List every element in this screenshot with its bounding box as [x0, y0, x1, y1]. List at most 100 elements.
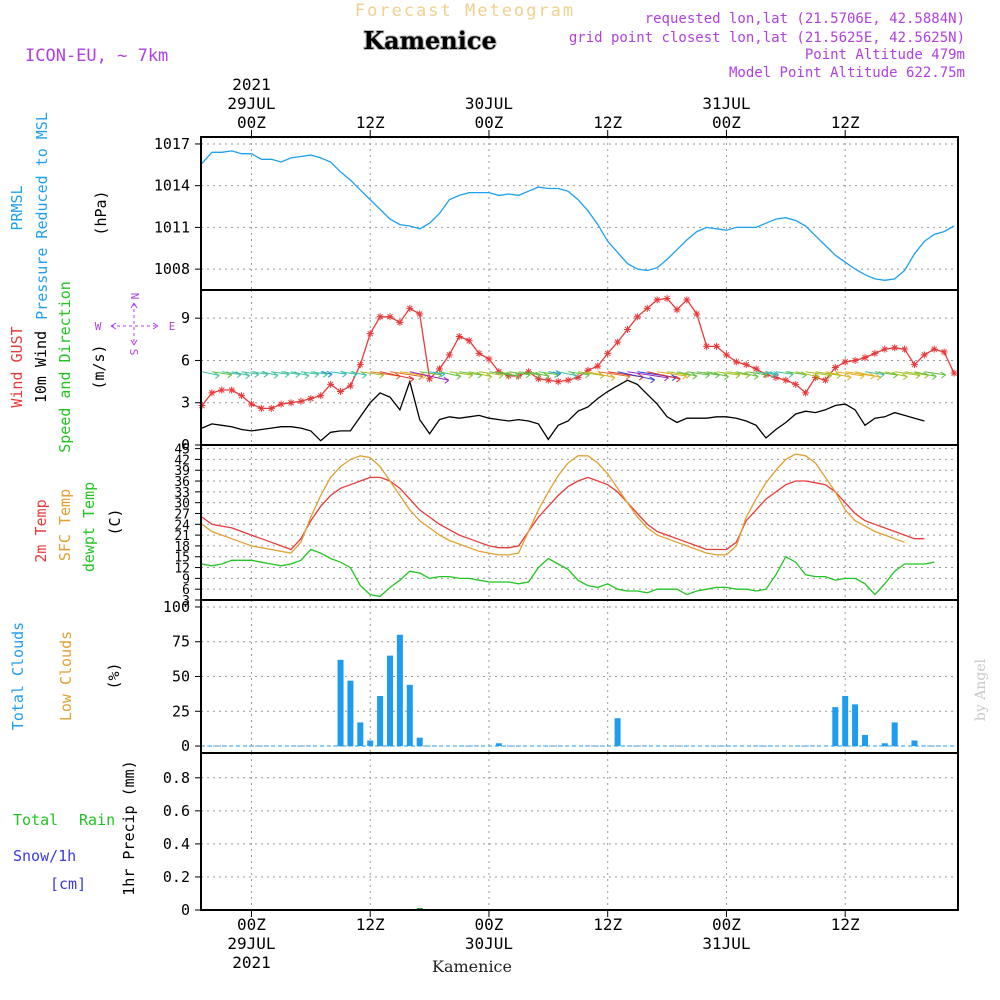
wind-arrow: [429, 371, 445, 375]
t2m-label: 2m Temp: [32, 499, 50, 562]
gust-marker: [891, 344, 899, 352]
compass-e: E: [169, 320, 176, 333]
wind-arrow-head: [272, 371, 279, 379]
gust-marker: [386, 313, 394, 321]
gust-marker: [564, 376, 572, 384]
gust-marker: [732, 358, 740, 366]
gust-marker: [653, 296, 661, 304]
gust-marker: [901, 345, 909, 353]
gust-marker: [435, 365, 443, 373]
series-line-10m-wind: [201, 379, 925, 442]
gust-marker: [396, 318, 404, 326]
model-label: ICON-EU, ~ 7km: [25, 46, 168, 66]
cloud-unit-label: (%): [105, 662, 123, 689]
gust-marker: [327, 380, 335, 388]
wind-arrow-head: [303, 372, 310, 380]
gust-marker: [792, 380, 800, 388]
wind-arrow: [0, 0, 934, 372]
wind-arrow: [696, 371, 720, 376]
precip-panel: 0 0.2 0.4 0.6 0.8: [163, 752, 959, 919]
wind-arrow-head: [902, 373, 908, 381]
requested-coords: requested lon,lat (21.5706E, 42.5884N): [645, 11, 965, 27]
wind-arrow-head: [845, 373, 852, 381]
top-time-label: 00Z: [712, 113, 741, 132]
bottom-time-label: 31JUL: [702, 934, 750, 953]
gust-marker: [614, 338, 622, 346]
y-tick-label: 9: [181, 309, 190, 327]
location-title: Kamenice: [363, 26, 497, 55]
y-tick-label: 0: [181, 737, 190, 755]
wind-arrow: [380, 371, 414, 380]
gust-marker: [208, 389, 216, 397]
gust-marker: [406, 304, 414, 312]
gust-marker: [366, 330, 374, 338]
cloud-labels: Total Clouds Low Clouds (%): [9, 622, 123, 730]
top-time-label: 00Z: [237, 113, 266, 132]
wind-arrow: [805, 371, 832, 377]
gust-marker: [663, 294, 671, 302]
wind-10m-label: 10m Wind: [32, 331, 50, 403]
gust-label: Wind GUST: [8, 326, 26, 407]
gust-marker: [267, 404, 275, 412]
wind-arrow-head: [361, 371, 367, 379]
wind-arrow: [864, 371, 885, 376]
wind-arrow: [459, 371, 482, 376]
bar-total-clouds: [891, 722, 898, 747]
gust-marker: [584, 366, 592, 374]
wind-arrow-head: [244, 372, 250, 380]
bar-total-clouds: [614, 718, 621, 747]
bar-total-clouds: [367, 740, 374, 747]
wind-arrow: [627, 371, 669, 379]
wind-arrow: [528, 371, 550, 377]
gust-marker: [426, 375, 434, 383]
gust-marker: [742, 361, 750, 369]
gust-marker: [861, 354, 869, 362]
bottom-time-label: 30JUL: [465, 934, 513, 953]
wind-arrow: [271, 371, 290, 375]
wind-arrow: [508, 371, 531, 376]
y-tick-label: 50: [172, 668, 190, 686]
wind-arrow-head: [752, 373, 759, 380]
bar-total-clouds: [357, 722, 364, 747]
wind-arrow: [211, 371, 232, 376]
wind-arrow: [469, 371, 492, 378]
gust-marker: [722, 351, 730, 359]
bar-total-clouds: [396, 634, 403, 747]
gust-marker: [485, 355, 493, 363]
wind-arrow: [290, 371, 310, 377]
wind-arrow: [746, 371, 768, 376]
y-tick-label: 0: [181, 901, 190, 919]
top-time-label: 31JUL: [702, 94, 750, 113]
sfc-label: SFC Temp: [56, 489, 74, 561]
wind-arrow: [231, 371, 250, 377]
y-tick-label: 1017: [154, 135, 190, 153]
wind-arrow: [676, 371, 697, 377]
wind-arrow: [775, 371, 794, 375]
wind-arrow: [736, 371, 759, 377]
gust-marker: [772, 373, 780, 381]
gust-marker: [356, 361, 364, 369]
y-tick-label: 0.8: [163, 769, 190, 787]
top-time-label: 12Z: [356, 113, 385, 132]
wind-arrow-head: [723, 373, 729, 380]
bar-total-clouds: [406, 684, 413, 747]
wind-arrow-head: [514, 372, 521, 380]
wind-arrow-head: [940, 371, 946, 379]
gust-marker: [713, 342, 721, 350]
wind-arrow: [201, 371, 220, 376]
wind-arrow: [498, 371, 521, 377]
wind-arrow: [350, 371, 367, 376]
wind-arrow: [765, 371, 779, 375]
low-clouds-label: Low Clouds: [57, 631, 75, 721]
prmsl-label: PRMSL: [8, 185, 26, 230]
bar-total-clouds: [416, 737, 423, 747]
wind-arrow: [221, 371, 242, 376]
bottom-time-label: 12Z: [593, 915, 622, 934]
wind-arrow-head: [875, 373, 882, 381]
top-time-label: 00Z: [475, 113, 504, 132]
wind-arrow: [310, 371, 328, 375]
gust-marker: [554, 378, 562, 386]
gust-marker: [287, 399, 295, 407]
